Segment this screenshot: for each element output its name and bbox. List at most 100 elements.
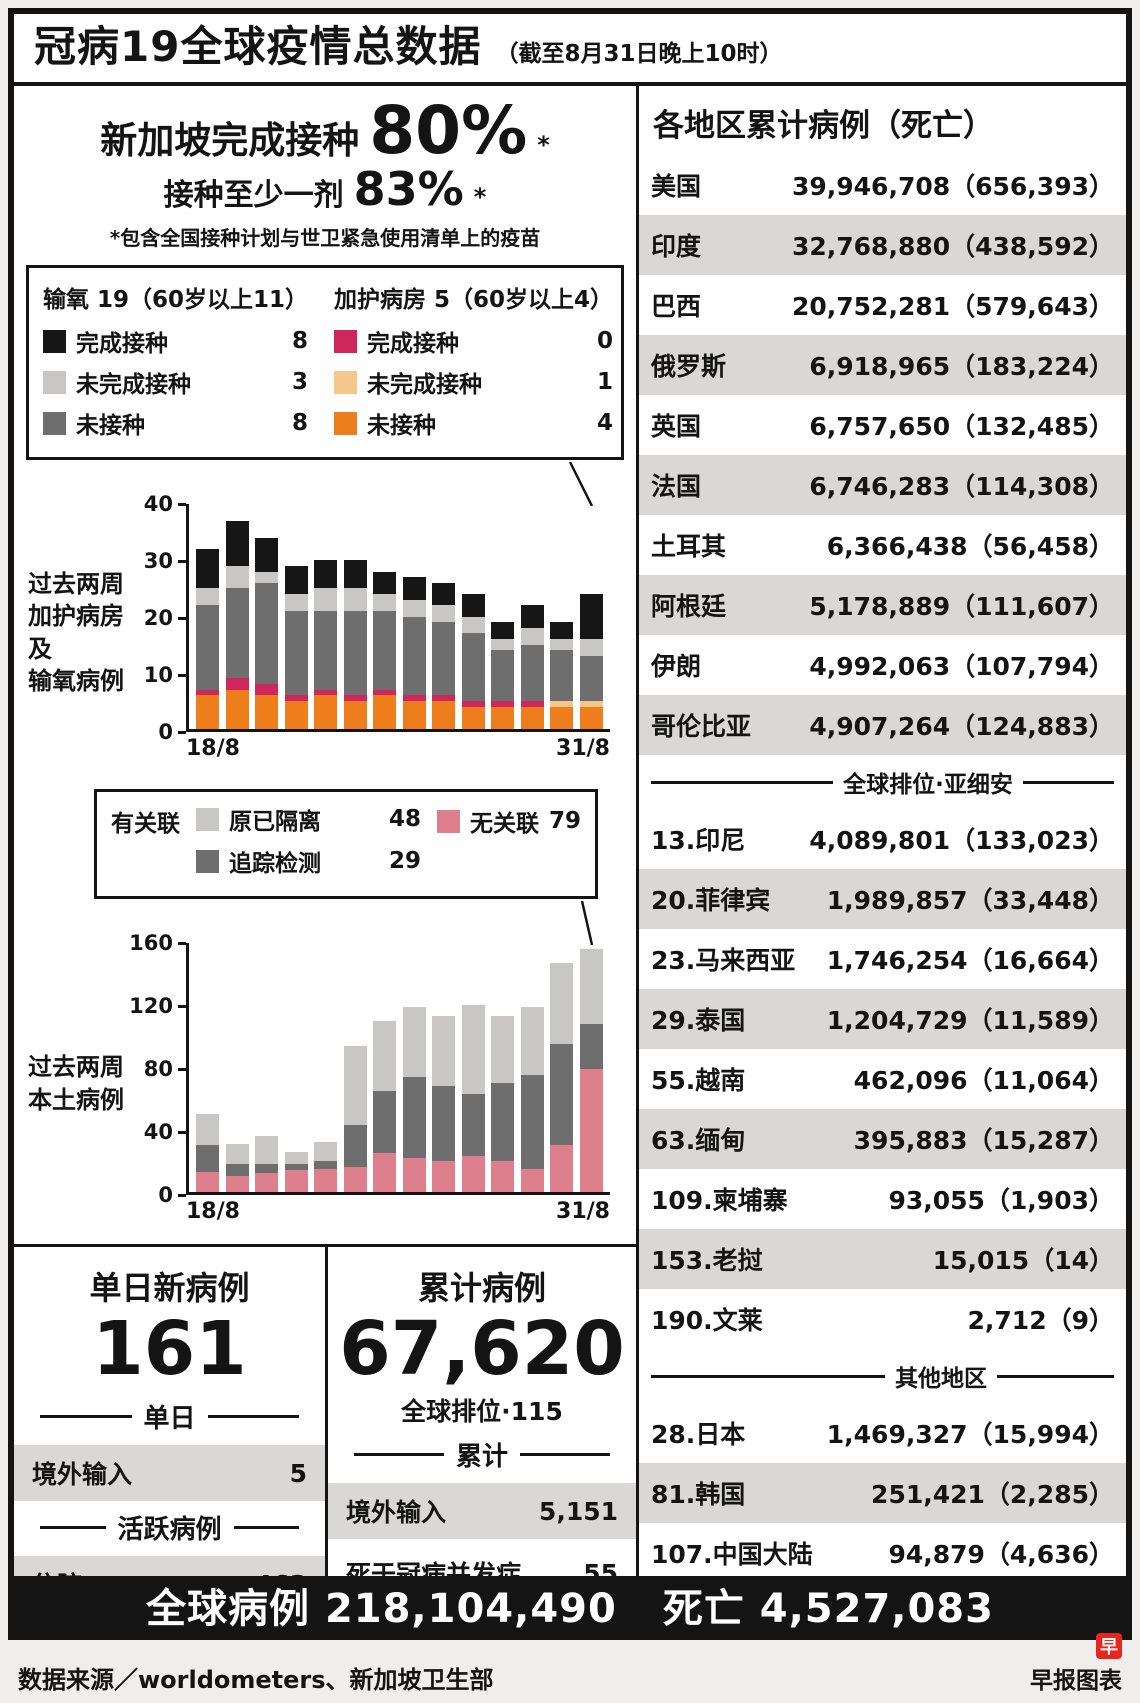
singapore-panel: 新加坡完成接种 80% * 接种至少一剂 83% * *包含全国接种计划与世卫紧…: [14, 86, 636, 1576]
legend-value: 29: [388, 848, 421, 874]
legend-label: 未完成接种: [367, 372, 483, 398]
bar-segment: [373, 695, 397, 729]
daily-imported-row: 境外输入 5: [14, 1445, 325, 1502]
stacked-bar: [402, 1006, 426, 1192]
bar-segment: [343, 1125, 367, 1168]
bar-segment: [520, 1006, 544, 1076]
bar-segment: [520, 706, 544, 729]
bar-segment: [343, 695, 367, 701]
bar-segment: [343, 560, 367, 589]
bar-segment: [520, 1168, 544, 1192]
region-row: 153.老挝 15,015（14）: [639, 1229, 1126, 1289]
stacked-bar: [225, 520, 249, 729]
bar-segment: [402, 1157, 426, 1192]
legend-item: 未完成接种 3: [43, 365, 308, 399]
linked-legend-items: 原已隔离 48 追踪检测 29: [196, 802, 421, 886]
legend-swatch: [43, 370, 66, 394]
icu-legend-title: 加护病房 5（60岁以上4）: [334, 287, 614, 313]
daily-label-divider: 单日: [40, 1398, 299, 1435]
legend-value: 8: [292, 410, 309, 436]
daily-new-cases-number: 161: [92, 1306, 247, 1392]
bar-segment: [491, 622, 515, 639]
region-cases-deaths: 20,752,281（579,643）: [791, 292, 1114, 321]
bar-segment: [314, 1168, 338, 1192]
bar-segment: [196, 549, 220, 589]
asterisk-mark: *: [537, 131, 550, 159]
bar-segment: [550, 639, 574, 651]
region-name: 美国: [651, 172, 702, 201]
region-cases-deaths: 6,757,650（132,485）: [809, 412, 1114, 441]
bar-segment: [284, 1170, 308, 1192]
daily-title: 单日新病例: [89, 1269, 250, 1307]
bar-segment: [402, 616, 426, 696]
legend-value: 1: [597, 369, 614, 395]
region-row: 俄罗斯 6,918,965（183,224）: [639, 335, 1126, 395]
global-rank-label: 全球排位·115: [401, 1397, 563, 1427]
local-case-legend: 有关联 原已隔离 48 追踪检测 29 无关联 79: [94, 789, 598, 899]
legend-label: 未接种: [76, 413, 145, 439]
stacked-bar: [343, 560, 367, 729]
region-name: 20.菲律宾: [651, 886, 771, 915]
bar-segment: [373, 610, 397, 690]
oxygen-legend-title: 输氧 19（60岁以上11）: [43, 287, 309, 313]
zaobao-logo-icon: 早: [1096, 1633, 1122, 1659]
bar-segment: [255, 582, 279, 684]
daily-label: 单日: [143, 1404, 196, 1435]
unlinked-swatch: [436, 809, 460, 833]
region-name: 55.越南: [651, 1066, 746, 1095]
bar-segment: [461, 700, 485, 707]
page-title: 冠病19全球疫情总数据: [34, 22, 482, 71]
bar-segment: [461, 594, 485, 617]
stacked-bar: [373, 1020, 397, 1192]
infographic-frame: 冠病19全球疫情总数据 （截至8月31日晚上10时） 新加坡完成接种 80% *…: [8, 8, 1132, 1640]
bar-segment: [343, 588, 367, 611]
bar-segment: [579, 949, 603, 1024]
stacked-bar: [461, 1005, 485, 1192]
region-name: 哥伦比亚: [651, 712, 752, 741]
bar-segment: [402, 577, 426, 600]
local-cases-chart: 160 120 80 40 0 18/8 31/8: [129, 931, 610, 1224]
bar-segment: [314, 1160, 338, 1169]
bar-segment: [520, 627, 544, 645]
legend-value: 48: [388, 806, 421, 832]
region-name: 153.老挝: [651, 1246, 763, 1275]
bar-segment: [579, 594, 603, 639]
y-axis-tick-label: 0: [158, 720, 173, 744]
legend-swatch: [196, 807, 219, 831]
stat-label: 死于冠病并发症: [346, 1560, 522, 1576]
pointer-line: [568, 462, 594, 506]
legend-value: 4: [597, 410, 614, 436]
stacked-bar: [255, 537, 279, 729]
legend-item: 未完成接种 1: [334, 365, 613, 399]
bar-segment: [196, 1145, 220, 1172]
bar-segment: [284, 1164, 308, 1171]
bar-segment: [402, 1076, 426, 1158]
bar-segment: [579, 1023, 603, 1070]
regions-panel: 各地区累计病例（死亡） 美国 39,946,708（656,393） 印度 32,76…: [636, 86, 1126, 1576]
hospitalised-row: 住院 463: [14, 1556, 325, 1576]
region-cases-deaths: 1,989,857（33,448）: [826, 886, 1114, 915]
legend-swatch: [334, 411, 358, 435]
bar-segment: [550, 650, 574, 701]
bar-segment: [520, 1075, 544, 1169]
region-name: 英国: [651, 412, 702, 441]
stacked-bar: [432, 1016, 456, 1192]
region-row: 法国 6,746,283（114,308）: [639, 455, 1126, 515]
icu-legend-items: 完成接种 0 未完成接种 1 未接种 4: [334, 324, 613, 440]
stacked-bar: [520, 1006, 544, 1192]
bar-segment: [491, 1160, 515, 1192]
daily-cumulative-stats: 单日新病例 161 单日 境外输入 5 活跃病例 住院: [14, 1247, 636, 1576]
y-axis-tick-label: 30: [143, 549, 173, 573]
bar-segment: [402, 599, 426, 617]
legend-swatch: [334, 329, 358, 353]
stacked-bar: [373, 571, 397, 729]
stacked-bar: [225, 1143, 249, 1192]
bar-segment: [432, 605, 456, 623]
bar-segment: [284, 700, 308, 729]
stacked-bar: [284, 1151, 308, 1192]
bar-segment: [284, 594, 308, 611]
region-row: 29.泰国 1,204,729（11,589）: [639, 989, 1126, 1049]
main-content: 新加坡完成接种 80% * 接种至少一剂 83% * *包含全国接种计划与世卫紧…: [14, 86, 1126, 1576]
full-vaccination-line: 新加坡完成接种 80% *: [14, 98, 636, 164]
region-row: 英国 6,757,650（132,485）: [639, 395, 1126, 455]
